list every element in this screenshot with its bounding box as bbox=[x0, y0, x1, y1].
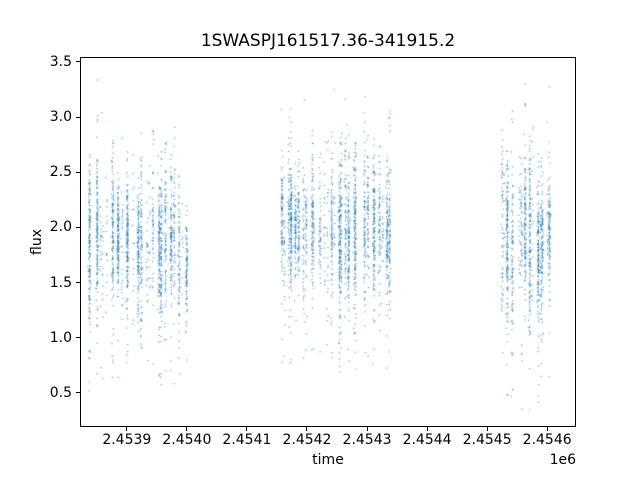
x-tick-label: 2.4545 bbox=[462, 432, 512, 449]
y-tick-mark bbox=[76, 226, 80, 228]
x-tick-label: 2.4540 bbox=[162, 432, 212, 449]
plot-area bbox=[80, 57, 576, 427]
y-tick-mark bbox=[76, 171, 80, 173]
x-tick-mark bbox=[126, 427, 128, 432]
y-tick-label: 0.5 bbox=[49, 384, 72, 401]
x-tick-label: 2.4542 bbox=[282, 432, 332, 449]
x-tick-mark bbox=[426, 427, 428, 432]
x-tick-label: 2.4544 bbox=[402, 432, 452, 449]
y-tick-label: 1.0 bbox=[49, 329, 72, 346]
y-tick-label: 3.5 bbox=[49, 53, 72, 70]
x-tick-mark bbox=[486, 427, 488, 432]
x-tick-label: 2.4539 bbox=[102, 432, 152, 449]
y-tick-mark bbox=[76, 61, 80, 63]
x-axis-label: time bbox=[312, 452, 344, 468]
y-tick-mark bbox=[76, 116, 80, 118]
chart-title: 1SWASPJ161517.36-341915.2 bbox=[200, 31, 456, 51]
x-tick-mark bbox=[366, 427, 368, 432]
y-tick-label: 1.5 bbox=[49, 274, 72, 291]
x-tick-label: 2.4546 bbox=[522, 432, 572, 449]
y-tick-label: 3.0 bbox=[49, 109, 72, 125]
y-axis-label: flux bbox=[29, 229, 45, 255]
y-tick-label: 2.0 bbox=[49, 219, 72, 236]
x-tick-mark bbox=[546, 427, 548, 432]
x-tick-label: 2.4543 bbox=[342, 432, 392, 449]
x-tick-mark bbox=[306, 427, 308, 432]
y-tick-mark bbox=[76, 337, 80, 339]
y-tick-label: 2.5 bbox=[49, 164, 72, 181]
y-tick-mark bbox=[76, 392, 80, 394]
x-tick-mark bbox=[186, 427, 188, 432]
x-tick-mark bbox=[246, 427, 248, 432]
y-tick-mark bbox=[76, 282, 80, 284]
x-axis-offset-label: 1e6 bbox=[549, 452, 576, 468]
x-tick-label: 2.4541 bbox=[222, 432, 272, 449]
